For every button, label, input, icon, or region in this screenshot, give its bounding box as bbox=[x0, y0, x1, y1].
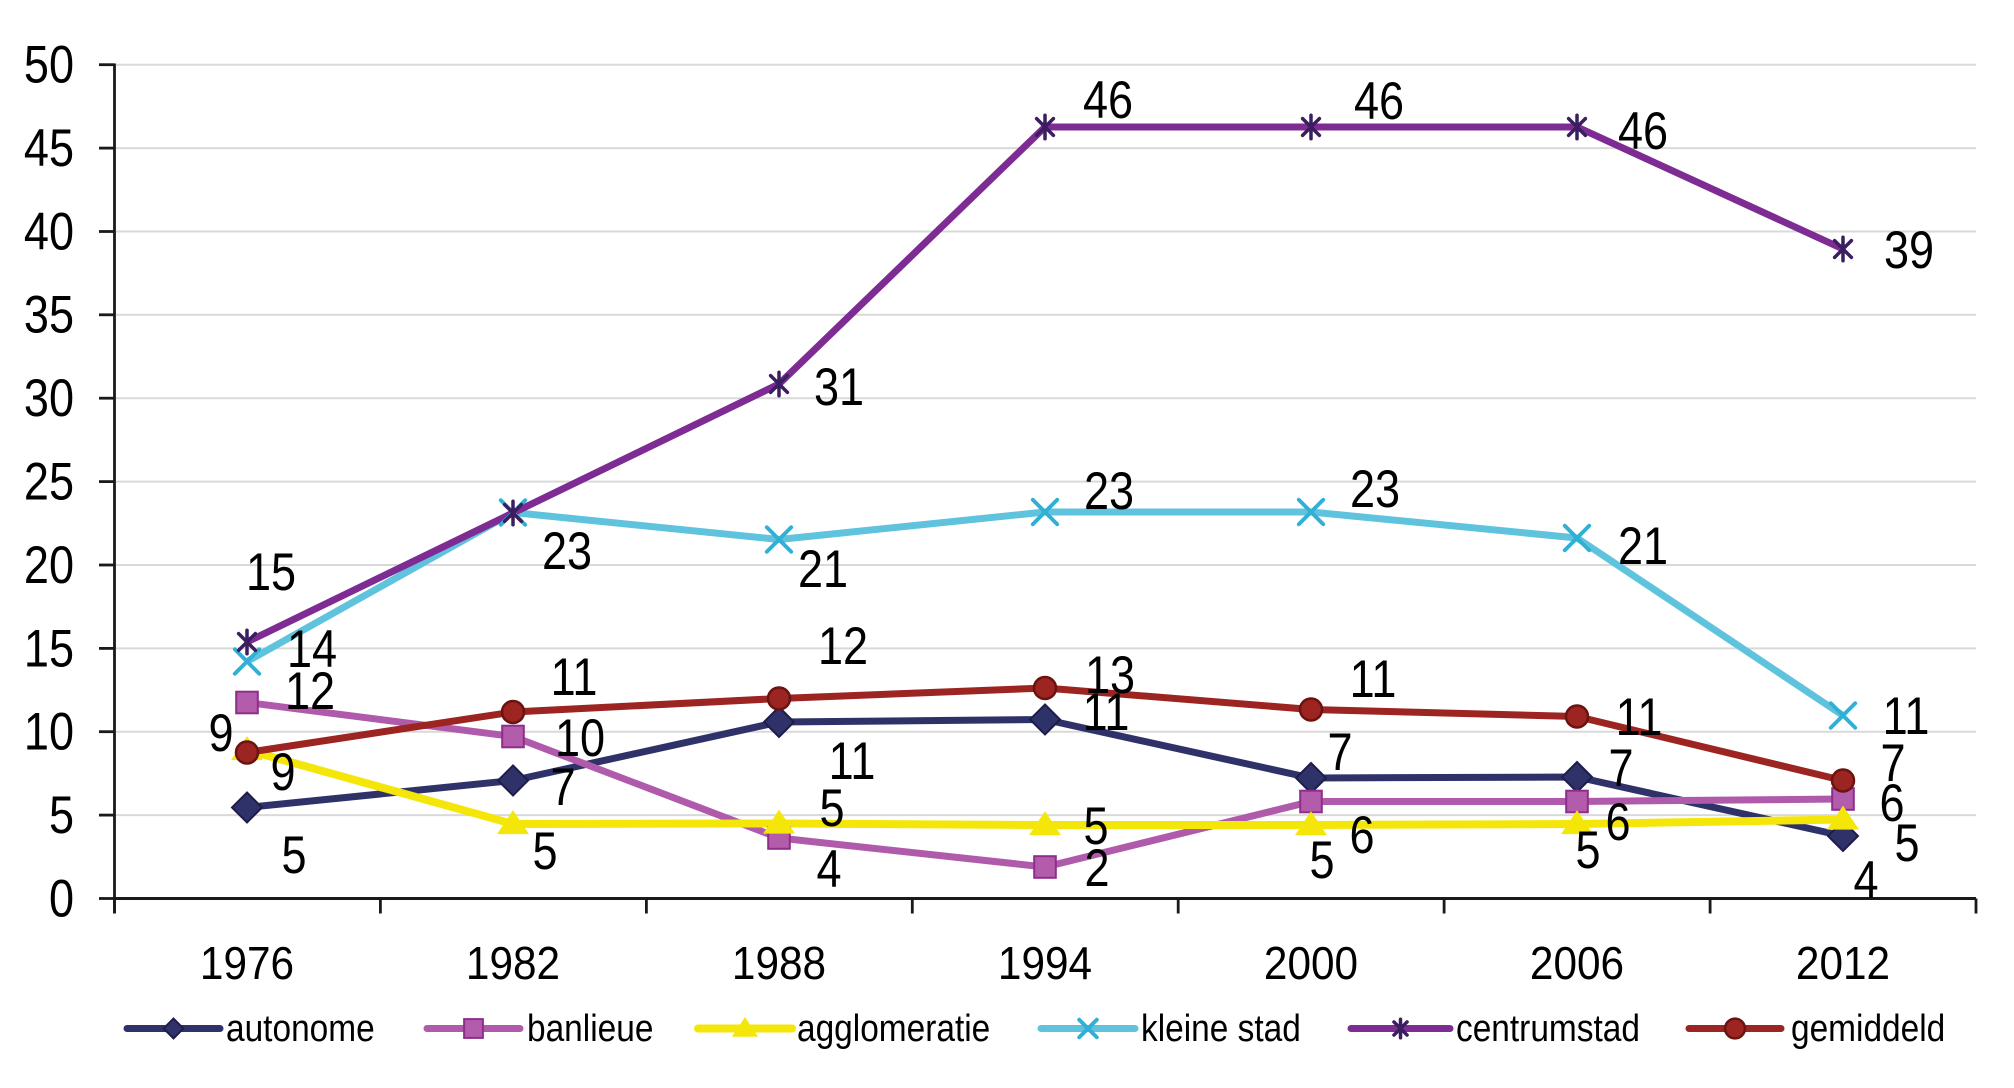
svg-text:4: 4 bbox=[816, 839, 841, 898]
svg-text:11: 11 bbox=[1083, 682, 1130, 741]
svg-text:46: 46 bbox=[1083, 70, 1133, 129]
svg-text:23: 23 bbox=[1350, 459, 1400, 518]
svg-text:5: 5 bbox=[532, 821, 557, 880]
svg-text:14: 14 bbox=[287, 619, 337, 678]
svg-text:4: 4 bbox=[1853, 850, 1878, 909]
svg-text:40: 40 bbox=[24, 202, 74, 261]
svg-text:35: 35 bbox=[24, 285, 74, 344]
svg-text:15: 15 bbox=[24, 619, 74, 678]
svg-text:7: 7 bbox=[550, 757, 575, 816]
svg-text:1988: 1988 bbox=[732, 938, 826, 989]
svg-text:11: 11 bbox=[551, 647, 598, 706]
svg-text:0: 0 bbox=[49, 869, 74, 928]
svg-text:15: 15 bbox=[246, 542, 296, 601]
svg-text:30: 30 bbox=[24, 369, 74, 428]
svg-text:5: 5 bbox=[1575, 820, 1600, 879]
svg-text:39: 39 bbox=[1884, 220, 1934, 279]
svg-text:banlieue: banlieue bbox=[527, 1007, 653, 1049]
svg-text:11: 11 bbox=[1616, 687, 1663, 746]
svg-text:11: 11 bbox=[1350, 649, 1397, 708]
svg-text:10: 10 bbox=[555, 708, 605, 767]
svg-text:31: 31 bbox=[814, 357, 864, 416]
svg-text:5: 5 bbox=[1083, 796, 1108, 855]
svg-text:12: 12 bbox=[818, 616, 868, 675]
svg-text:autonome: autonome bbox=[226, 1007, 375, 1049]
svg-text:1994: 1994 bbox=[998, 938, 1092, 989]
svg-text:25: 25 bbox=[24, 452, 74, 511]
svg-text:5: 5 bbox=[819, 778, 844, 837]
svg-text:kleine stad: kleine stad bbox=[1141, 1007, 1301, 1049]
svg-text:12: 12 bbox=[285, 661, 335, 720]
svg-text:5: 5 bbox=[49, 786, 74, 845]
svg-text:20: 20 bbox=[24, 535, 74, 594]
svg-text:23: 23 bbox=[542, 521, 592, 580]
svg-text:6: 6 bbox=[1349, 805, 1374, 864]
svg-text:9: 9 bbox=[208, 703, 233, 762]
svg-text:5: 5 bbox=[1894, 813, 1919, 872]
svg-text:6: 6 bbox=[1879, 773, 1904, 832]
svg-text:23: 23 bbox=[1084, 461, 1134, 520]
svg-text:50: 50 bbox=[24, 35, 74, 94]
svg-text:45: 45 bbox=[24, 119, 74, 178]
svg-text:11: 11 bbox=[829, 731, 876, 790]
svg-text:gemiddeld: gemiddeld bbox=[1791, 1007, 1945, 1049]
svg-text:2000: 2000 bbox=[1264, 938, 1358, 989]
svg-text:13: 13 bbox=[1085, 645, 1135, 704]
svg-text:9: 9 bbox=[270, 742, 295, 801]
svg-text:21: 21 bbox=[798, 539, 848, 598]
svg-text:centrumstad: centrumstad bbox=[1456, 1007, 1640, 1049]
svg-text:1982: 1982 bbox=[466, 938, 560, 989]
svg-text:2: 2 bbox=[1084, 838, 1109, 897]
svg-text:2012: 2012 bbox=[1796, 938, 1890, 989]
svg-text:7: 7 bbox=[1608, 738, 1633, 797]
svg-text:11: 11 bbox=[1883, 686, 1930, 745]
svg-text:46: 46 bbox=[1618, 101, 1668, 160]
svg-text:21: 21 bbox=[1618, 516, 1668, 575]
svg-text:5: 5 bbox=[281, 825, 306, 884]
svg-text:6: 6 bbox=[1605, 792, 1630, 851]
svg-text:10: 10 bbox=[24, 702, 74, 761]
svg-text:1976: 1976 bbox=[200, 938, 294, 989]
svg-text:46: 46 bbox=[1354, 71, 1404, 130]
svg-text:7: 7 bbox=[1880, 733, 1905, 792]
svg-text:7: 7 bbox=[1327, 722, 1352, 781]
svg-text:2006: 2006 bbox=[1530, 938, 1624, 989]
svg-text:5: 5 bbox=[1309, 830, 1334, 889]
svg-text:agglomeratie: agglomeratie bbox=[797, 1007, 990, 1049]
